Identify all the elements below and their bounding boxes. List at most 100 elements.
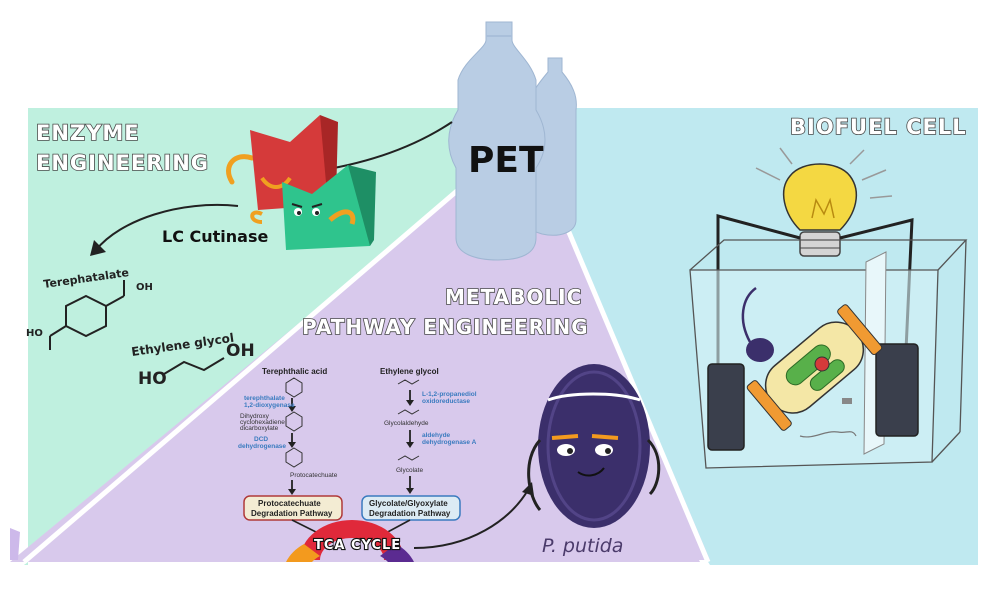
ethylene-glycol-oh: OH (226, 341, 255, 361)
left-arrowhead-1 (288, 406, 296, 412)
electron-trail (799, 431, 857, 438)
left-intermediate-line2: cyclohexadiene (240, 419, 285, 426)
right-intermediate1: Glycolaldehyde (384, 420, 429, 427)
biofuel-title: BIOFUEL CELL (790, 115, 967, 139)
left-enzyme2-line2: dehydrogenase (238, 443, 286, 450)
metabolic-title-line2: PATHWAY ENGINEERING (302, 315, 589, 339)
p-putida-bacterium (527, 364, 661, 528)
right-arrowhead-2 (406, 442, 414, 448)
grey-bolt (842, 398, 852, 404)
right-arrowhead-1 (406, 400, 414, 406)
bacterium-highlight (546, 370, 642, 522)
left-product: Protocatechuate (290, 472, 338, 479)
cluster-cap-left (746, 380, 792, 431)
left-box-line1: Protocatechuate (258, 499, 321, 508)
light-ray-4 (861, 169, 887, 181)
green-enzyme-arm-right (328, 209, 356, 225)
left-intermediate-line3: dicarboxylate (240, 425, 279, 432)
green-enzyme-side (348, 165, 376, 246)
p-putida-label: P. putida (542, 535, 623, 557)
glycolate-box (361, 495, 461, 521)
flagellum-right (646, 438, 661, 496)
green-enzyme-pupil-right (315, 211, 319, 215)
purple-bacterium-tail (741, 286, 757, 343)
left-arrowhead-2 (288, 442, 296, 448)
metabolic-title-line1: METABOLIC (445, 285, 582, 309)
left-enzyme1-line2: 1,2-dioxygenase (244, 402, 295, 409)
right-box-line1: Glycolate/Glyoxylate (369, 499, 448, 508)
cell-box-back-right (959, 239, 967, 433)
enzyme-title-line2: ENGINEERING (36, 151, 209, 175)
left-enzyme1-line1: terephthalate (244, 395, 285, 402)
pet-bottles (448, 21, 577, 261)
terephthalate-structure (49, 280, 125, 350)
glycolaldehyde-structure (397, 409, 420, 415)
bacterium-pupil-right (605, 448, 611, 454)
purple-bacterium (746, 338, 774, 362)
pathway-right-header: Ethylene glycol (380, 367, 439, 376)
pathway-left-molecules (285, 377, 303, 468)
light-ray-2 (779, 147, 793, 165)
tca-orange-arc (286, 544, 320, 562)
ethylene-glycol-structure (163, 357, 225, 375)
lc-cutinase-enzymes (226, 115, 376, 250)
tca-to-bacterium-arrow (413, 489, 529, 549)
right-box-line2: Degradation Pathway (369, 509, 451, 518)
carboxyl-bond-bottom (49, 325, 67, 337)
bacterium-body (538, 364, 650, 528)
bulb-filament (811, 197, 835, 219)
bacterium-brow-left (551, 434, 579, 440)
bulb-base (799, 231, 841, 257)
tca-label: TCA CYCLE (314, 538, 401, 553)
cathode (875, 343, 919, 437)
cluster-green-cell (785, 344, 831, 386)
enzyme-title-line1: ENZYME (36, 121, 140, 145)
right-enzyme1-line2: oxidoreductase (422, 398, 470, 405)
enzyme-to-products-arrowhead (90, 240, 106, 256)
glycolate-structure (397, 455, 420, 461)
right-enzyme2-line2: dehydrogenase A (422, 439, 477, 446)
left-enzyme2-line1: DCD (254, 436, 268, 443)
bacterium-pupil-left (567, 448, 573, 454)
green-enzyme (282, 165, 372, 250)
green-enzyme-arm (250, 210, 263, 224)
left-edge-shard (10, 528, 20, 560)
right-enzyme2-line1: aldehyde (422, 432, 451, 439)
terephthalate-oh-top: OH (136, 282, 153, 293)
red-bacterium (814, 356, 830, 372)
left-arrowhead-3 (288, 489, 296, 495)
bacterium-smile (577, 467, 605, 477)
light-ray-3 (849, 149, 865, 165)
large-bottle (448, 21, 546, 261)
carboxyl-bond-top (105, 295, 125, 307)
tca-red-arc (300, 520, 404, 560)
light-ray-1 (755, 167, 781, 181)
left-box-line2: Degradation Pathway (251, 509, 333, 518)
flagellum-left (527, 438, 542, 511)
ethylene-glycol-ho: HO (138, 369, 167, 389)
terephthalate-ho-bottom: HO (26, 328, 43, 339)
enzyme-to-products-arrow (95, 204, 239, 251)
left-intermediate-line1: Dihydroxy (240, 413, 270, 420)
right-enzyme1-line1: L-1,2-propanediol (422, 391, 477, 398)
tca-purple-arc (380, 544, 414, 562)
bacterium-band (547, 392, 641, 402)
enzyme-cluster (746, 304, 883, 431)
dcd-ring (285, 411, 303, 432)
cell-box-back-bottom (931, 431, 961, 463)
biofuel-cell (689, 147, 968, 469)
right-intermediate2: Glycolate (396, 467, 423, 474)
lc-cutinase-label: LC Cutinase (162, 227, 268, 246)
tpa-ring (285, 377, 303, 398)
red-enzyme-arm (226, 154, 255, 185)
cluster-cap-right (837, 304, 883, 355)
pathway-left-header: Terephthalic acid (262, 367, 327, 376)
eg-structure (397, 379, 420, 385)
right-arrowhead-3 (406, 488, 414, 494)
panel-divider-left (22, 188, 460, 564)
green-enzyme-brow-right (311, 203, 323, 208)
light-ray-5 (869, 195, 893, 199)
cell-box-back-edges (689, 239, 968, 271)
green-enzyme-brow-left (291, 203, 303, 208)
red-enzyme-mouth (260, 176, 292, 189)
